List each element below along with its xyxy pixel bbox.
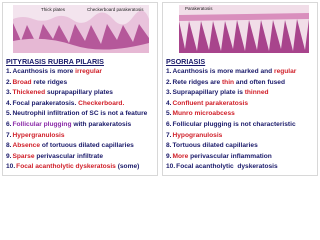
item-text: More	[172, 152, 189, 160]
item-number: 5.	[166, 110, 172, 118]
histology-image: Thick plates Checkerboard parakeratosis	[13, 5, 149, 53]
item-text: Neutrophil infiltration of SC is not a f…	[12, 110, 148, 118]
psoriasis-panel: Parakeratosis PSORIASIS 1.Acanthosis is …	[162, 2, 318, 176]
feature-item: 10.Focal acantholytic dyskeratosis	[166, 162, 315, 173]
item-number: 1.	[166, 68, 172, 75]
item-number: 10.	[6, 163, 16, 171]
item-number: 9.	[6, 152, 12, 160]
slide: {"left": {"image_labels": ["Thick plates…	[2, 2, 318, 176]
item-number: 10.	[166, 163, 176, 171]
item-text: Acanthosis is more	[12, 68, 76, 75]
item-number: 6.	[6, 120, 12, 128]
item-text: irregular	[75, 68, 102, 75]
item-text: Absence	[12, 142, 41, 150]
feature-item: 9.Sparse perivascular infiltrate	[6, 152, 155, 163]
item-text: suprapapillary plates	[45, 89, 113, 97]
image-label: Checkerboard parakeratosis	[87, 7, 144, 12]
feature-item: 8.Tortuous dilated capillaries	[166, 141, 315, 152]
item-number: 3.	[6, 89, 12, 97]
image-label: Thick plates	[41, 7, 66, 12]
feature-list: 1.Acanthosis is more marked and regular 2…	[166, 67, 315, 173]
item-text: thin	[221, 78, 235, 86]
item-text: (some)	[115, 163, 140, 171]
item-text: Rete ridges are	[172, 78, 222, 86]
feature-item: 4.Focal parakeratosis. Checkerboard.	[6, 99, 155, 110]
feature-item: 2.Rete ridges are thin and often fused	[166, 78, 315, 89]
feature-list: 1.Acanthosis is more irregular 2.Broad re…	[6, 67, 155, 173]
item-number: 1.	[6, 68, 12, 75]
feature-item: 5.Neutrophil infiltration of SC is not a…	[6, 109, 155, 120]
prp-panel: Thick plates Checkerboard parakeratosis …	[2, 2, 158, 176]
item-number: 9.	[166, 152, 172, 160]
item-number: 8.	[166, 142, 172, 150]
feature-item: 4.Confluent parakeratosis	[166, 99, 315, 110]
item-text: with parakeratosis	[71, 120, 132, 128]
item-text: Follicular plugging	[12, 120, 72, 128]
item-text: Checkerboard.	[78, 99, 125, 107]
item-text: Focal parakeratosis.	[12, 99, 79, 107]
item-text: Hypergranulosis	[12, 131, 65, 139]
item-text: Munro microabcess	[172, 110, 235, 118]
item-number: 7.	[6, 131, 12, 139]
item-text: thinned	[244, 89, 269, 97]
panel-title: PITYRIASIS RUBRA PILARIS	[6, 57, 104, 66]
item-text: perivascular infiltrate	[34, 152, 104, 160]
feature-item: 1.Acanthosis is more irregular	[6, 67, 155, 78]
feature-item: 9.More perivascular inflammation	[166, 152, 315, 163]
feature-item: 5.Munro microabcess	[166, 109, 315, 120]
item-number: 4.	[6, 99, 12, 107]
feature-item: 8.Absence of tortuous dilated capillarie…	[6, 141, 155, 152]
item-text: Acanthosis is more marked and	[172, 68, 275, 75]
item-number: 2.	[6, 78, 12, 86]
item-number: 3.	[166, 89, 172, 97]
item-text: Follicular plugging is not characteristi…	[172, 120, 296, 128]
feature-item: 7.Hypogranulosis	[166, 131, 315, 142]
item-number: 5.	[6, 110, 12, 118]
item-number: 7.	[166, 131, 172, 139]
item-number: 2.	[166, 78, 172, 86]
item-text: Focal acantholytic dyskeratosis	[176, 163, 278, 171]
feature-item: 3.Suprapapillary plate is thinned	[166, 88, 315, 99]
panel-title: PSORIASIS	[166, 57, 206, 66]
item-text: Broad	[12, 78, 32, 86]
item-text: of tortuous dilated capillaries	[40, 142, 134, 150]
item-text: Tortuous dilated capillaries	[172, 142, 258, 150]
item-text: regular	[274, 68, 297, 75]
feature-item: 7.Hypergranulosis	[6, 131, 155, 142]
item-text: perivascular inflammation	[188, 152, 272, 160]
feature-item: 10.Focal acantholytic dyskeratosis (some…	[6, 162, 155, 173]
item-number: 4.	[166, 99, 172, 107]
item-text: rete ridges	[31, 78, 68, 86]
item-text: Focal acantholytic dyskeratosis	[16, 163, 116, 171]
image-label: Parakeratosis	[185, 6, 213, 11]
item-text: Sparse	[12, 152, 35, 160]
item-number: 8.	[6, 142, 12, 150]
item-text: Confluent parakeratosis	[172, 99, 248, 107]
feature-item: 2.Broad rete ridges	[6, 78, 155, 89]
item-text: Suprapapillary plate is	[172, 89, 245, 97]
feature-item: 3.Thickened suprapapillary plates	[6, 88, 155, 99]
item-text: Thickened	[12, 89, 46, 97]
feature-item: 6.Follicular plugging is not characteris…	[166, 120, 315, 131]
histology-image: Parakeratosis	[179, 5, 309, 53]
feature-item: 1.Acanthosis is more marked and regular	[166, 67, 315, 78]
item-number: 6.	[166, 120, 172, 128]
feature-item: 6.Follicular plugging with parakeratosis	[6, 120, 155, 131]
item-text: and often fused	[234, 78, 285, 86]
item-text: Hypogranulosis	[172, 131, 223, 139]
